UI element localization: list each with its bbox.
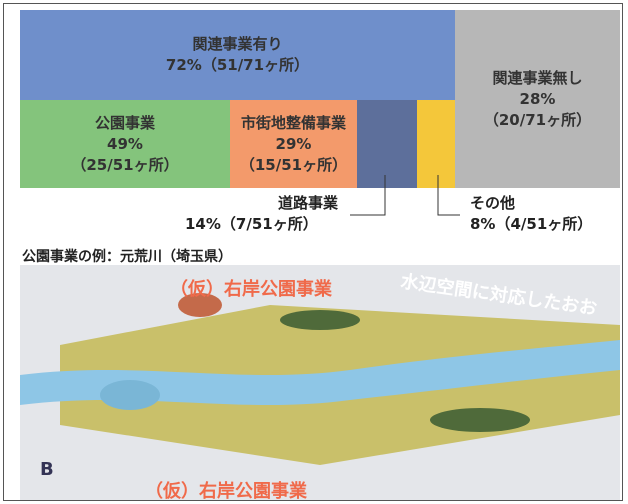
label: （25/51ヶ所）: [71, 155, 178, 176]
page: 関連事業有り 72%（51/71ヶ所） 関連事業無し 28% （20/71ヶ所）…: [0, 0, 628, 504]
pond: [100, 380, 160, 410]
leader-road: [350, 175, 385, 215]
road-name: 道路事業: [278, 193, 338, 214]
block-related-no: 関連事業無し 28% （20/71ヶ所）: [455, 10, 620, 188]
trees: [430, 408, 530, 432]
label: 関連事業有り: [192, 34, 282, 55]
label: 関連事業無し: [492, 68, 582, 89]
map-text: （仮）右岸公園事業: [170, 278, 333, 300]
map-text: （仮）右岸公園事業: [145, 480, 308, 500]
block-related-yes: 関連事業有り 72%（51/71ヶ所）: [20, 10, 455, 100]
label: 49%: [107, 134, 143, 155]
map-image: （仮）右岸公園事業 水辺空間に対応したおお （仮）右岸公園事業 B: [20, 265, 620, 500]
label: 公園事業: [95, 113, 155, 134]
block-park: 公園事業 49% （25/51ヶ所）: [20, 100, 230, 188]
label: 72%（51/71ヶ所）: [166, 55, 309, 76]
other-detail: 8%（4/51ヶ所）: [470, 214, 592, 235]
map-text: B: [40, 459, 54, 480]
other-name: その他: [470, 193, 515, 214]
leader-other: [438, 175, 460, 215]
road-detail: 14%（7/51ヶ所）: [185, 214, 318, 235]
caption: 公園事業の例：元荒川（埼玉県）: [22, 246, 232, 266]
trees: [280, 310, 360, 330]
label: 市街地整備事業: [241, 113, 346, 134]
label: （20/71ヶ所）: [484, 110, 591, 131]
label: 29%: [276, 134, 312, 155]
leader-lines: [200, 170, 500, 220]
label: 28%: [520, 89, 556, 110]
